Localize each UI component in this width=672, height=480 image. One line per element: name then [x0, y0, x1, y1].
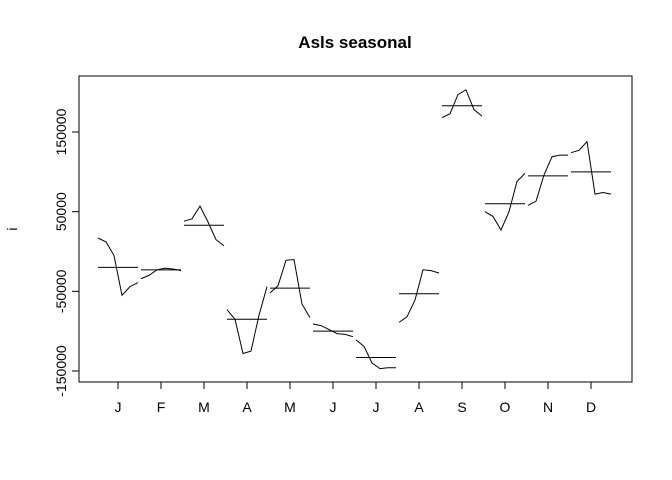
subseries-line: [484, 173, 526, 232]
x-tick-label: A: [414, 399, 424, 415]
y-tick-label: 50000: [53, 192, 69, 231]
subseries-line: [226, 286, 268, 355]
plot-frame: [78, 75, 633, 383]
subseries-group: [97, 89, 612, 370]
subseries-line: [269, 258, 311, 318]
subseries-line: [140, 267, 182, 280]
x-tick-label: D: [586, 399, 596, 415]
y-tick-label: -150000: [53, 345, 69, 397]
x-tick-label: J: [373, 399, 380, 415]
subseries-line: [570, 140, 612, 195]
x-tick-label: F: [157, 399, 166, 415]
x-tick-label: M: [198, 399, 210, 415]
subseries-line: [97, 237, 139, 297]
y-axis: -150000 -50000 50000 150000: [53, 108, 80, 397]
subseries-line: [398, 269, 440, 323]
subseries-line: [355, 339, 396, 370]
y-axis-label: i: [4, 227, 20, 230]
y-tick-label: 150000: [53, 108, 69, 155]
subseries-line: [441, 89, 483, 119]
subseries-line: [183, 205, 225, 247]
subseries-line: [312, 323, 354, 338]
x-tick-label: M: [284, 399, 296, 415]
x-tick-label: J: [115, 399, 122, 415]
x-tick-label: S: [457, 399, 466, 415]
x-tick-label: A: [242, 399, 252, 415]
x-tick-label: N: [543, 399, 553, 415]
x-tick-label: J: [330, 399, 337, 415]
subseries-line: [527, 154, 568, 206]
y-tick-label: -50000: [53, 269, 69, 313]
x-tick-label: O: [500, 399, 511, 415]
chart-title: Asls seasonal: [298, 33, 411, 52]
